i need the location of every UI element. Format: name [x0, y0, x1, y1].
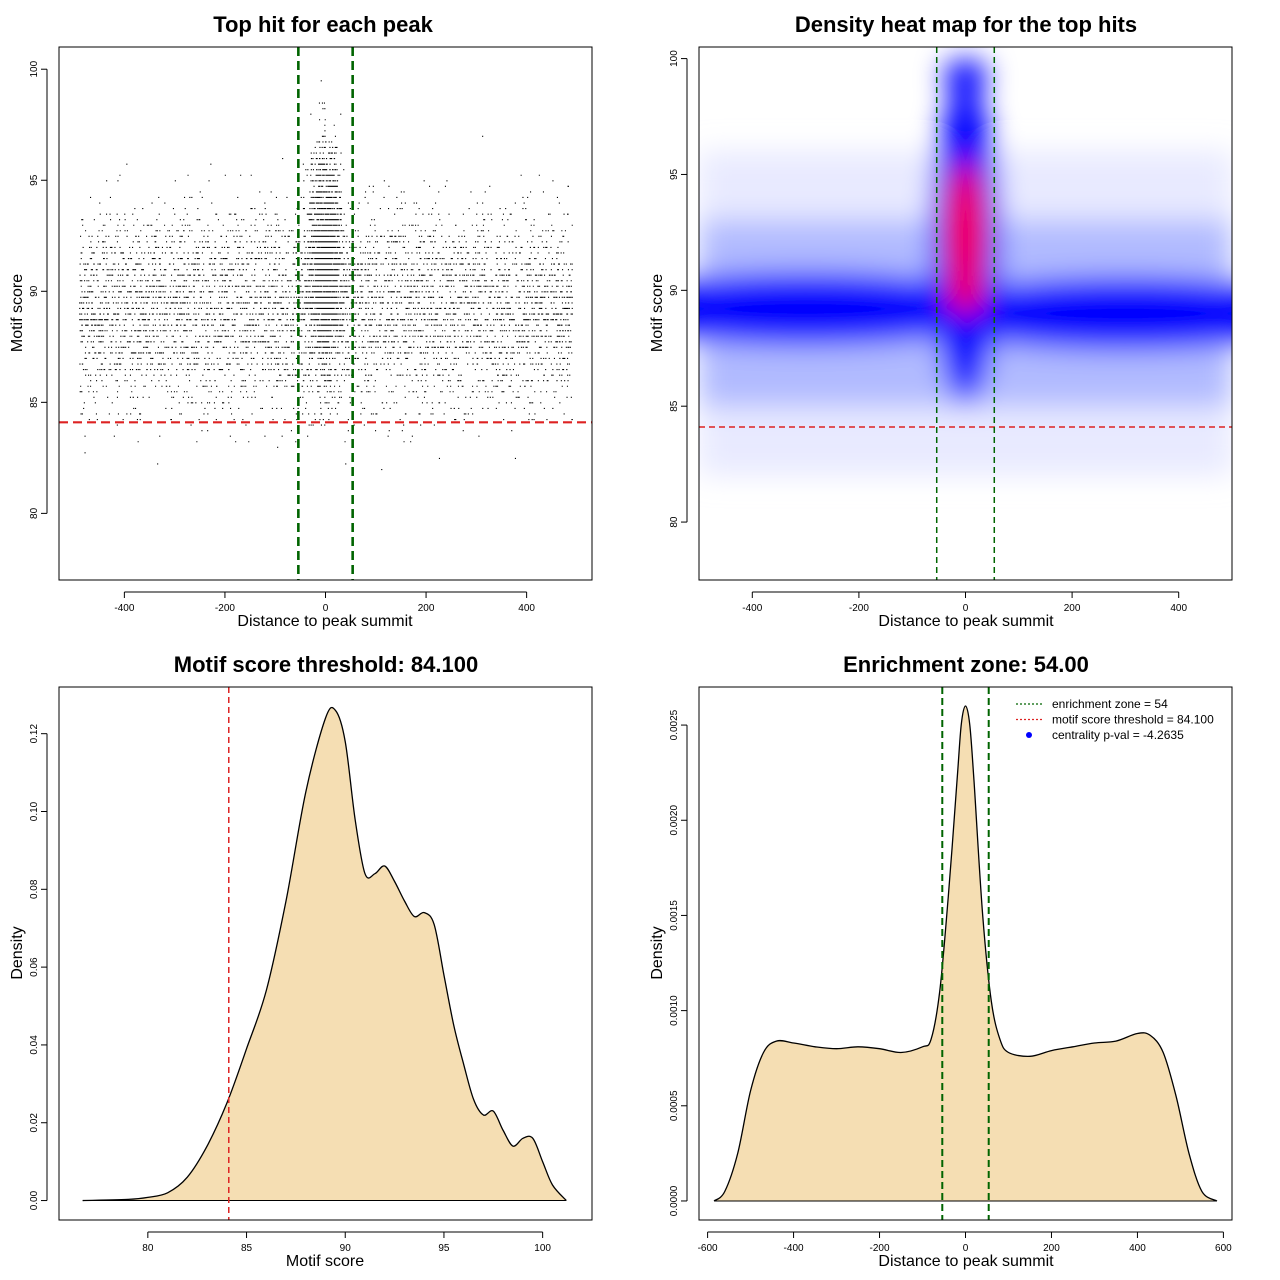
density-curve: [82, 706, 567, 1202]
x-tick-label: -600: [698, 1243, 718, 1254]
density-fill: [82, 707, 567, 1201]
x-tick-label: 0: [323, 603, 329, 614]
axes: 80 85 90 95 100 0.00 0.02 0.04 0.06 0.08 0.10 0.12: [29, 724, 551, 1254]
y-axis-label: Density: [649, 926, 666, 979]
x-tick-label: -400: [742, 603, 762, 614]
y-tick-label: 0.0005: [669, 1090, 680, 1121]
y-tick-label: 0.0015: [669, 900, 680, 931]
y-tick-label: 0.0000: [669, 1185, 680, 1216]
chart-title: Density heat map for the top hits: [795, 12, 1137, 37]
y-tick-label: 85: [29, 396, 40, 408]
x-tick-label: 200: [1064, 603, 1081, 614]
reference-lines: [699, 47, 1232, 580]
heatmap-panel: Density heat map for the top hits -400 -2…: [649, 12, 1233, 630]
x-axis-label: Distance to peak summit: [878, 613, 1054, 630]
y-axis-label: Density: [9, 926, 26, 979]
plot-frame: [698, 686, 1233, 1221]
y-tick-label: 0.08: [29, 879, 40, 899]
y-tick-label: 100: [669, 50, 680, 67]
x-tick-label: 80: [142, 1243, 154, 1254]
legend-label: enrichment zone = 54: [1052, 697, 1168, 711]
chart-title: Motif score threshold: 84.100: [174, 652, 478, 677]
density-area: [713, 705, 1218, 1202]
density-region: [943, 59, 988, 96]
y-tick-label: 95: [29, 174, 40, 186]
legend-item: motif score threshold = 84.100: [1016, 713, 1214, 727]
density-curve: [713, 705, 1218, 1202]
y-tick-label: 0.0010: [669, 995, 680, 1026]
x-tick-label: 100: [534, 1243, 551, 1254]
y-tick-label: 0.0025: [669, 709, 680, 740]
plot-frame: [58, 686, 593, 1221]
density-peak: [949, 268, 982, 313]
x-tick-label: -400: [784, 1243, 804, 1254]
x-tick-label: -400: [114, 603, 134, 614]
x-tick-label: 200: [418, 603, 435, 614]
x-tick-label: 85: [241, 1243, 253, 1254]
density-region: [925, 277, 1232, 350]
x-tick-label: 400: [1129, 1243, 1146, 1254]
y-tick-label: 100: [29, 60, 40, 77]
y-tick-label: 95: [669, 168, 680, 180]
reference-lines: [59, 47, 592, 580]
legend: enrichment zone = 54 motif score threshol…: [1016, 697, 1214, 742]
density-blobs: [699, 59, 1232, 476]
legend-item: enrichment zone = 54: [1016, 697, 1168, 711]
y-tick-label: 0.12: [29, 724, 40, 744]
axes: -400 -200 0 200 400 80 85 90 95 100: [29, 60, 535, 614]
chart-title: Enrichment zone: 54.00: [843, 652, 1089, 677]
scatter-points: [79, 80, 573, 471]
x-tick-label: -200: [849, 603, 869, 614]
y-tick-label: 0.00: [29, 1190, 40, 1210]
y-axis-label: Motif score: [649, 274, 666, 352]
x-tick-label: 200: [1043, 1243, 1060, 1254]
y-tick-label: 0.04: [29, 1035, 40, 1055]
y-tick-label: 80: [29, 507, 40, 519]
y-tick-label: 90: [29, 285, 40, 297]
y-tick-label: 85: [669, 400, 680, 412]
legend-label: centrality p-val = -4.2635: [1052, 728, 1184, 742]
distance-density-panel: Enrichment zone: 54.00 -600 -400 -200 0 200 4…: [649, 652, 1233, 1270]
legend-label: motif score threshold = 84.100: [1052, 713, 1214, 727]
x-axis-label: Distance to peak summit: [237, 613, 413, 630]
x-tick-label: 0: [963, 1243, 969, 1254]
reference-lines: [941, 687, 990, 1220]
density-area: [82, 706, 567, 1202]
x-tick-label: 0: [963, 603, 969, 614]
y-tick-label: 0.0020: [669, 805, 680, 836]
legend-item: centrality p-val = -4.2635: [1026, 728, 1184, 742]
axes: -600 -400 -200 0 200 400 600 0.0000 0.0005 0.0010…: [669, 709, 1232, 1254]
y-axis-label: Motif score: [9, 274, 26, 352]
plot-frame: [698, 46, 1233, 581]
data-points: [79, 80, 573, 471]
x-tick-label: 400: [518, 603, 535, 614]
x-tick-label: -200: [215, 603, 235, 614]
y-tick-label: 90: [669, 284, 680, 296]
x-tick-label: -200: [870, 1243, 890, 1254]
y-tick-label: 0.02: [29, 1113, 40, 1133]
density-peak: [947, 162, 984, 303]
x-tick-label: 95: [438, 1243, 450, 1254]
density-region: [699, 272, 1006, 345]
x-axis-label: Distance to peak summit: [878, 1253, 1054, 1270]
legend-marker: [1026, 732, 1032, 738]
y-tick-label: 80: [669, 516, 680, 528]
x-tick-label: 90: [340, 1243, 352, 1254]
x-axis-label: Motif score: [286, 1253, 364, 1270]
scatter-panel: Top hit for each peak -400 -200 0 200 400 80 8…: [9, 12, 593, 630]
score-density-panel: Motif score threshold: 84.100 80 85 90 95 10…: [9, 652, 593, 1270]
x-tick-label: 600: [1215, 1243, 1232, 1254]
density-fill: [714, 706, 1217, 1201]
chart-title: Top hit for each peak: [213, 12, 433, 37]
x-tick-label: 400: [1170, 603, 1187, 614]
axes: -400 -200 0 200 400 80 85 90 95 100: [669, 50, 1187, 614]
y-tick-label: 0.10: [29, 801, 40, 821]
y-tick-label: 0.06: [29, 957, 40, 977]
plot-frame: [58, 46, 593, 581]
